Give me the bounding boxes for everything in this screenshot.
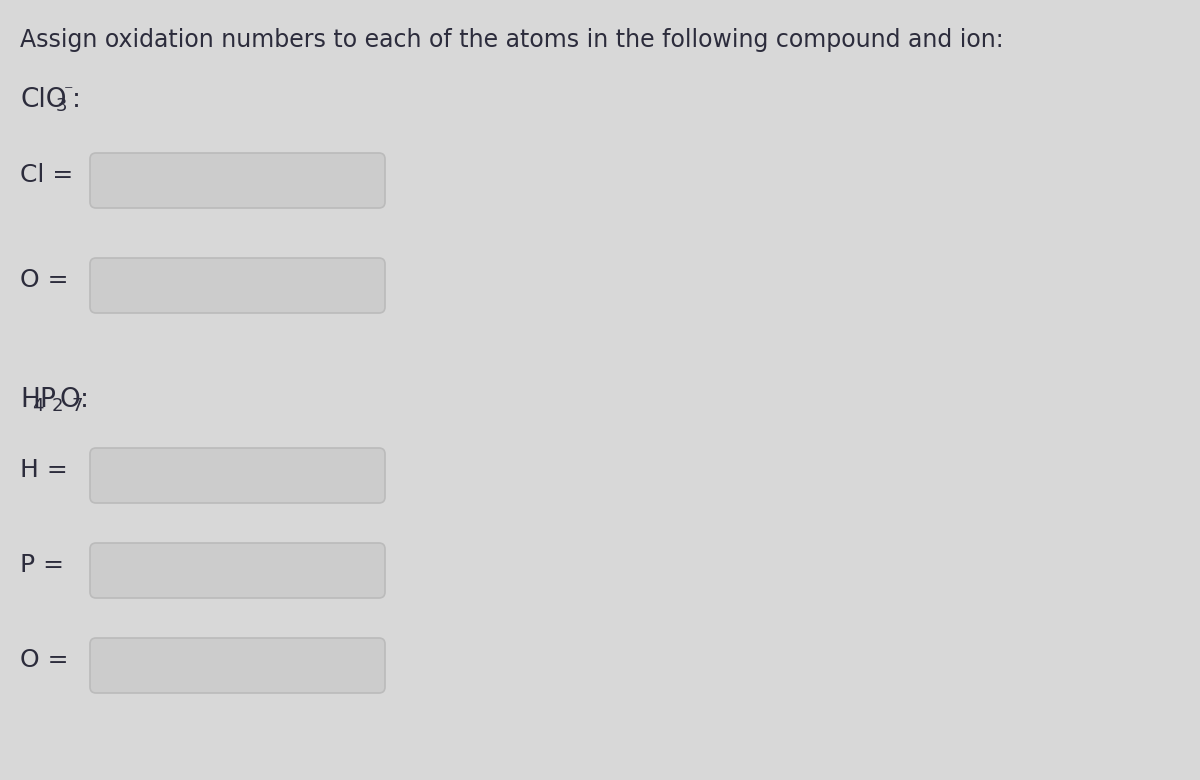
Text: P =: P = <box>20 553 64 577</box>
Text: H: H <box>20 387 40 413</box>
FancyBboxPatch shape <box>90 258 385 313</box>
Text: Assign oxidation numbers to each of the atoms in the following compound and ion:: Assign oxidation numbers to each of the … <box>20 28 1003 52</box>
Text: ⁻: ⁻ <box>64 83 73 101</box>
Text: Cl =: Cl = <box>20 163 73 187</box>
FancyBboxPatch shape <box>90 638 385 693</box>
Text: ClO: ClO <box>20 87 66 113</box>
FancyBboxPatch shape <box>90 153 385 208</box>
Text: 7: 7 <box>72 397 83 415</box>
Text: :: : <box>79 387 89 413</box>
FancyBboxPatch shape <box>90 448 385 503</box>
Text: :: : <box>72 87 80 113</box>
FancyBboxPatch shape <box>90 543 385 598</box>
Text: 3: 3 <box>55 97 67 115</box>
Text: 4: 4 <box>31 397 43 415</box>
Text: H =: H = <box>20 458 67 482</box>
Text: O: O <box>60 387 80 413</box>
Text: O =: O = <box>20 268 68 292</box>
Text: O =: O = <box>20 648 68 672</box>
Text: 2: 2 <box>52 397 64 415</box>
Text: P: P <box>40 387 55 413</box>
